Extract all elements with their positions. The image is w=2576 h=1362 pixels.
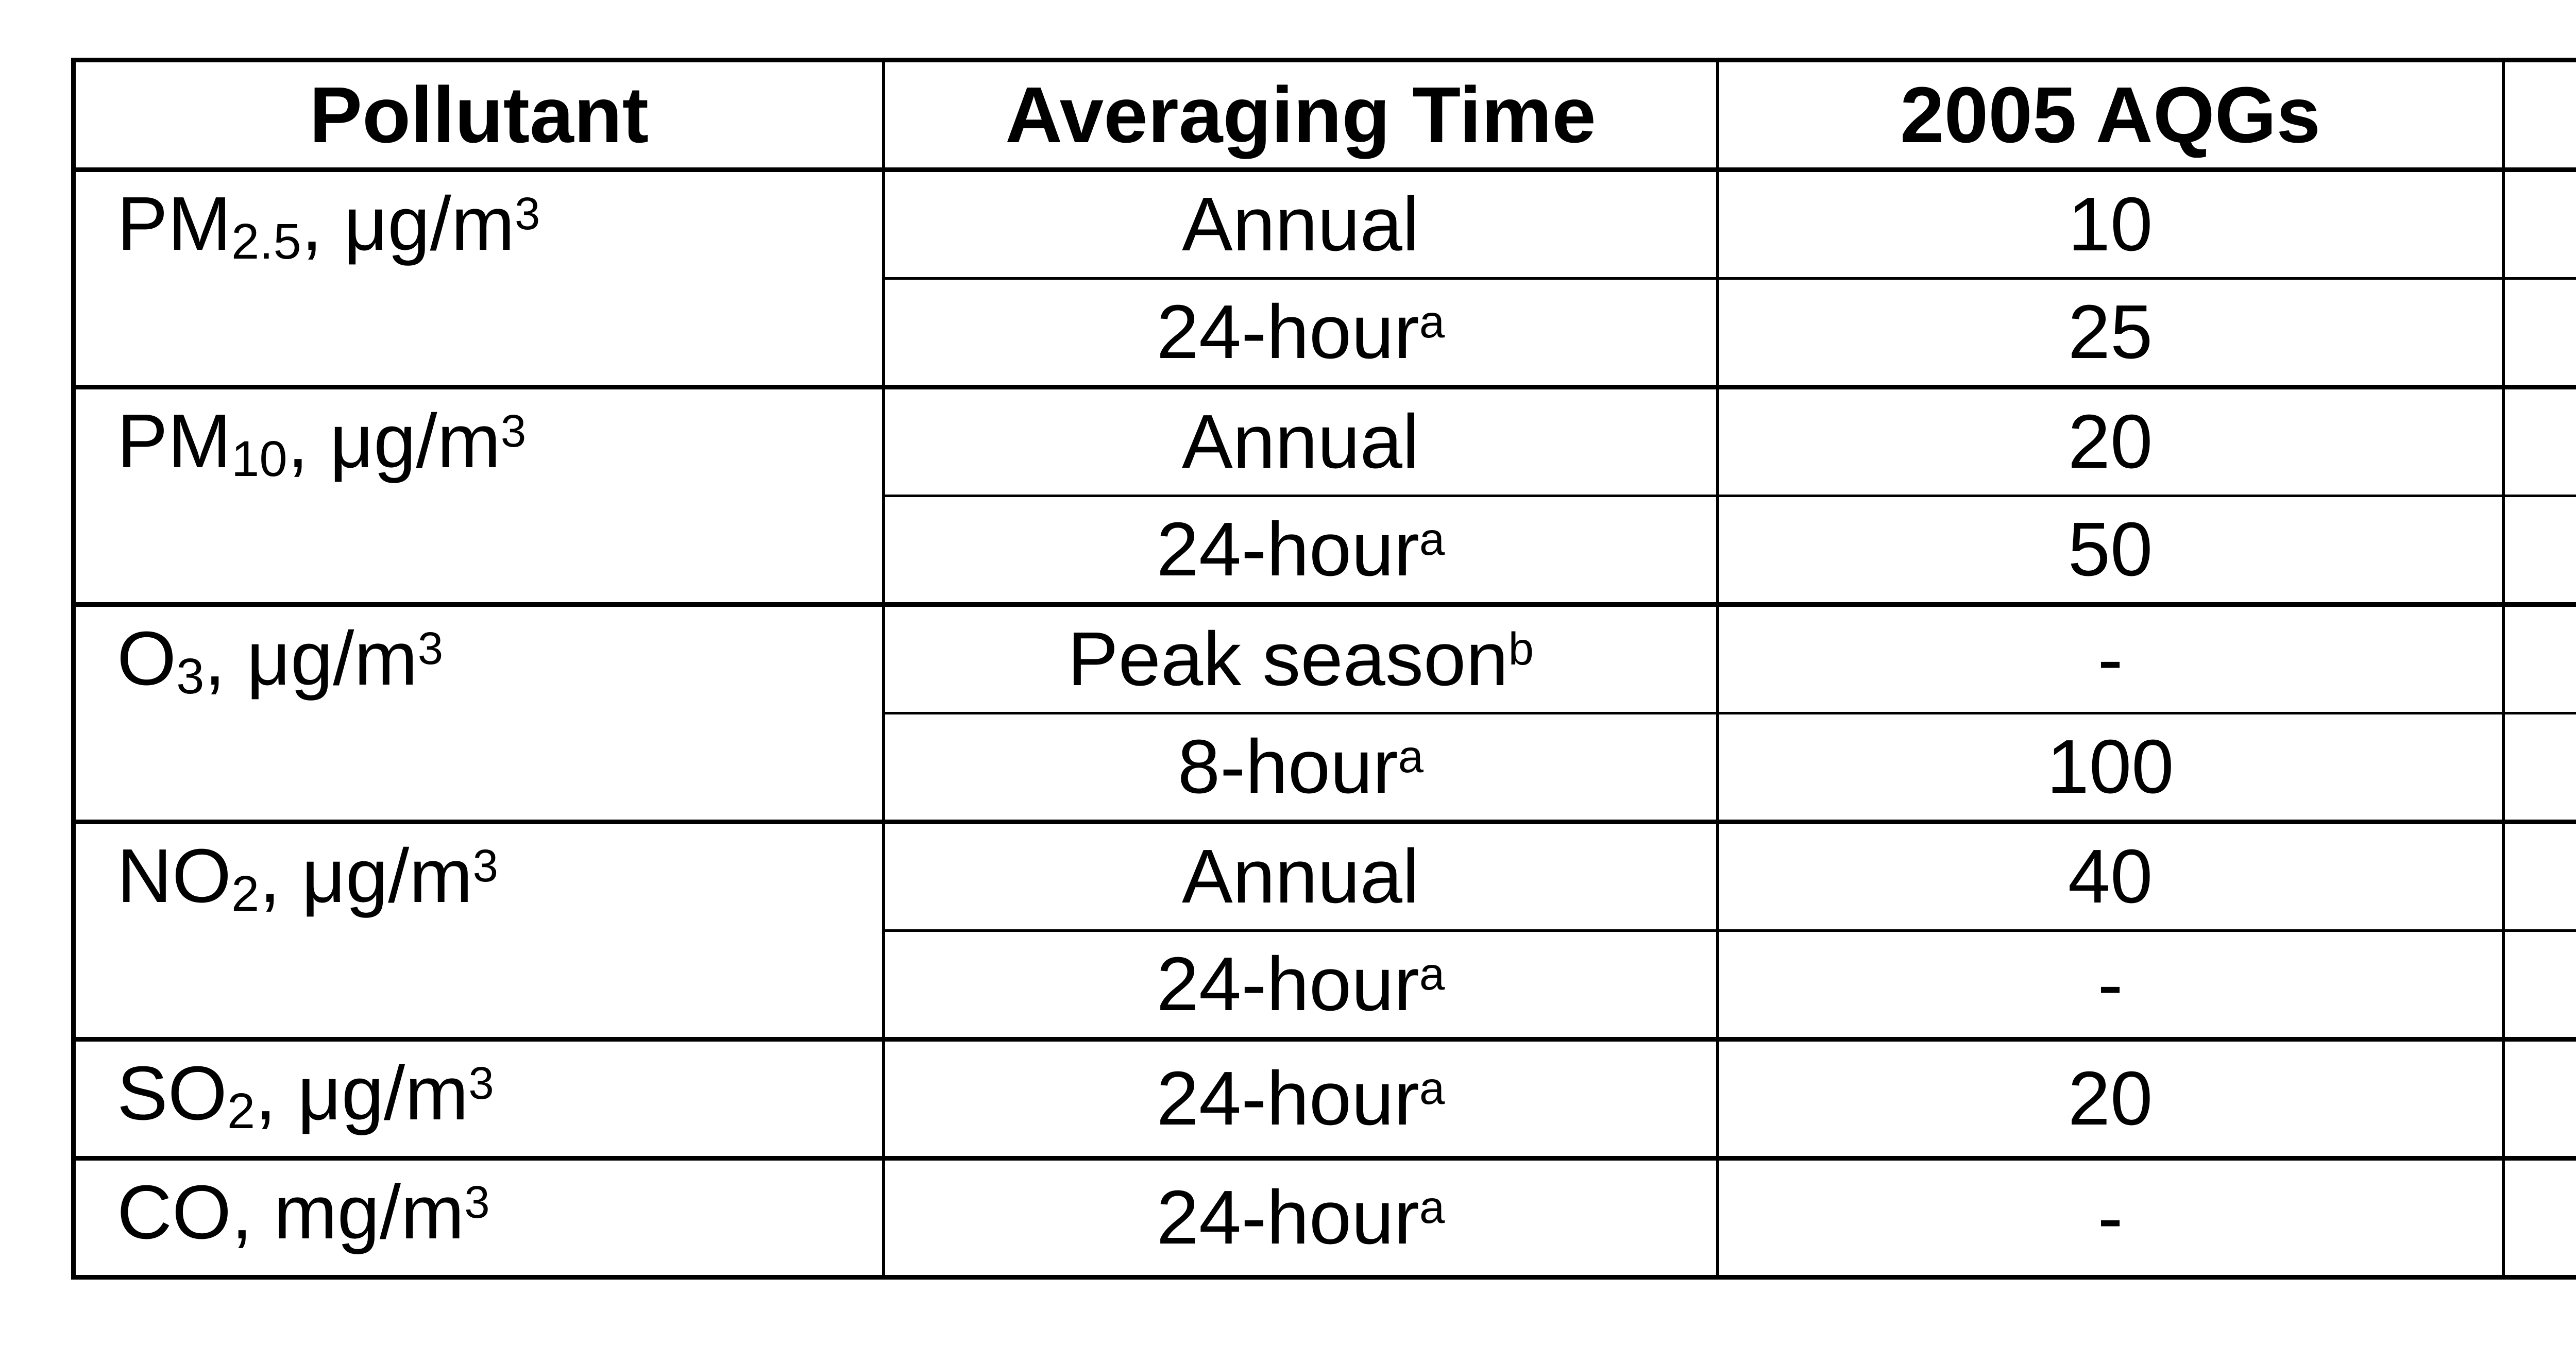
pollutant-unit-exponent: 3 xyxy=(464,1177,490,1228)
aqg-2005-cell: 10 xyxy=(1716,167,2505,280)
pollutant-name: SO xyxy=(117,1051,227,1136)
aqg-2005-cell: 20 xyxy=(1716,385,2505,497)
pollutant-cell: PM10, μg/m3 xyxy=(72,385,886,606)
aqg-2021-cell: 60 xyxy=(2501,602,2576,714)
aqg-2021-cell: 10 xyxy=(2501,820,2576,932)
column-header-2021-aqgs: 2021 AQGs xyxy=(2501,58,2576,172)
averaging-time-label: Annual xyxy=(1182,834,1419,919)
pollutant-name: PM xyxy=(117,181,231,266)
averaging-time-label: Peak season xyxy=(1067,617,1509,702)
footnote-marker-b: b xyxy=(1508,623,1534,675)
aqg-2005-cell: - xyxy=(1716,929,2505,1041)
averaging-time-cell: 8-houra xyxy=(882,712,1719,823)
averaging-time-label: 24-hour xyxy=(1156,507,1419,592)
pollutant-subscript: 2 xyxy=(231,865,260,922)
pollutant-subscript: 2.5 xyxy=(231,213,301,269)
pollutant-unit-exponent: 3 xyxy=(417,623,444,674)
pollutant-name: CO xyxy=(117,1170,231,1255)
table-row: 24-houra 25 15 xyxy=(74,277,2576,388)
averaging-time-cell: 24-houra xyxy=(882,1037,1719,1160)
footnote-marker-a: a xyxy=(1419,514,1445,565)
averaging-time-cell: Annual xyxy=(882,167,1719,280)
pollutant-unit: , μg/m xyxy=(204,616,418,701)
footnote-marker-a: a xyxy=(1419,1182,1445,1233)
footnote-marker-a: a xyxy=(1419,1063,1445,1114)
column-header-averaging-time: Averaging Time xyxy=(882,58,1719,172)
averaging-time-label: 24-hour xyxy=(1156,1175,1419,1260)
pollutant-cell: O3, μg/m3 xyxy=(72,602,886,823)
pollutant-unit: , μg/m xyxy=(287,399,501,484)
table-row: PM2.5, μg/m3 Annual 10 5 xyxy=(72,167,2576,388)
pollutant-unit-exponent: 3 xyxy=(472,840,498,892)
header-row: Pollutant Averaging Time 2005 AQGs 2021 … xyxy=(72,58,2576,172)
averaging-time-label: Annual xyxy=(1182,182,1419,267)
averaging-time-label: 24-hour xyxy=(1156,942,1419,1027)
aqg-2021-cell: 5 xyxy=(2501,167,2576,280)
aqg-2021-cell: 15 xyxy=(2501,277,2576,388)
pollutant-unit: , μg/m xyxy=(255,1051,469,1136)
aqg-2021-cell: 15 xyxy=(2501,385,2576,497)
averaging-time-label: Annual xyxy=(1182,399,1419,484)
table-row: 24-houra 50 45 xyxy=(74,495,2576,606)
column-header-pollutant: Pollutant xyxy=(72,58,886,172)
pollutant-unit-exponent: 3 xyxy=(500,405,527,457)
aqg-2021-cell: 45 xyxy=(2501,495,2576,606)
table-row: O3, μg/m3 Peak seasonb - 60 xyxy=(72,602,2576,823)
table-row: CO, mg/m3 24-houra - 4 xyxy=(72,1156,2576,1279)
pollutant-name: NO xyxy=(117,833,231,918)
pollutant-cell: SO2, μg/m3 xyxy=(72,1037,886,1160)
aqg-table: Pollutant Averaging Time 2005 AQGs 2021 … xyxy=(71,58,2576,1280)
averaging-time-cell: Annual xyxy=(882,385,1719,497)
aqg-2005-cell: 20 xyxy=(1716,1037,2505,1160)
pollutant-unit-exponent: 3 xyxy=(468,1058,494,1109)
footnote-marker-a: a xyxy=(1419,296,1445,348)
pollutant-cell: CO, mg/m3 xyxy=(72,1156,886,1279)
table-row: 8-houra 100 100 xyxy=(74,712,2576,823)
aqg-2005-cell: 100 xyxy=(1716,712,2505,823)
averaging-time-label: 24-hour xyxy=(1156,1056,1419,1141)
aqg-2021-cell: 40 xyxy=(2501,1037,2576,1160)
pollutant-unit: , μg/m xyxy=(259,833,473,918)
averaging-time-cell: 24-houra xyxy=(882,495,1719,606)
pollutant-cell: PM2.5, μg/m3 xyxy=(72,167,886,388)
pollutant-subscript: 3 xyxy=(176,648,205,704)
aqg-2005-cell: 40 xyxy=(1716,820,2505,932)
aqg-2021-cell: 25 xyxy=(2501,929,2576,1041)
aqg-2005-cell: 50 xyxy=(1716,495,2505,606)
pollutant-subscript: 10 xyxy=(231,430,287,487)
averaging-time-cell: Annual xyxy=(882,820,1719,932)
aqg-2005-cell: - xyxy=(1716,602,2505,714)
averaging-time-cell: 24-houra xyxy=(882,277,1719,388)
aqg-2021-cell: 4 xyxy=(2501,1156,2576,1279)
averaging-time-cell: 24-houra xyxy=(882,929,1719,1041)
averaging-time-label: 24-hour xyxy=(1156,290,1419,374)
pollutant-name: O xyxy=(117,616,177,701)
pollutant-name: PM xyxy=(117,399,231,484)
aqg-2005-cell: 25 xyxy=(1716,277,2505,388)
pollutant-cell: NO2, μg/m3 xyxy=(72,820,886,1041)
table-row: SO2, μg/m3 24-houra 20 40 xyxy=(72,1037,2576,1160)
averaging-time-cell: Peak seasonb xyxy=(882,602,1719,714)
aqg-2005-cell: - xyxy=(1716,1156,2505,1279)
pollutant-unit-exponent: 3 xyxy=(515,188,540,240)
aqg-2021-cell: 100 xyxy=(2501,712,2576,823)
pollutant-unit: , μg/m xyxy=(301,181,515,266)
averaging-time-cell: 24-houra xyxy=(882,1156,1719,1279)
table-row: NO2, μg/m3 Annual 40 10 xyxy=(72,820,2576,1041)
table-row: 24-houra - 25 xyxy=(74,929,2576,1041)
pollutant-subscript: 2 xyxy=(227,1082,256,1139)
pollutant-unit: , mg/m xyxy=(231,1170,465,1255)
table-row: PM10, μg/m3 Annual 20 15 xyxy=(72,385,2576,606)
averaging-time-label: 8-hour xyxy=(1177,724,1398,809)
footnote-marker-a: a xyxy=(1419,948,1445,1000)
footnote-marker-a: a xyxy=(1398,731,1424,782)
column-header-2005-aqgs: 2005 AQGs xyxy=(1716,58,2505,172)
